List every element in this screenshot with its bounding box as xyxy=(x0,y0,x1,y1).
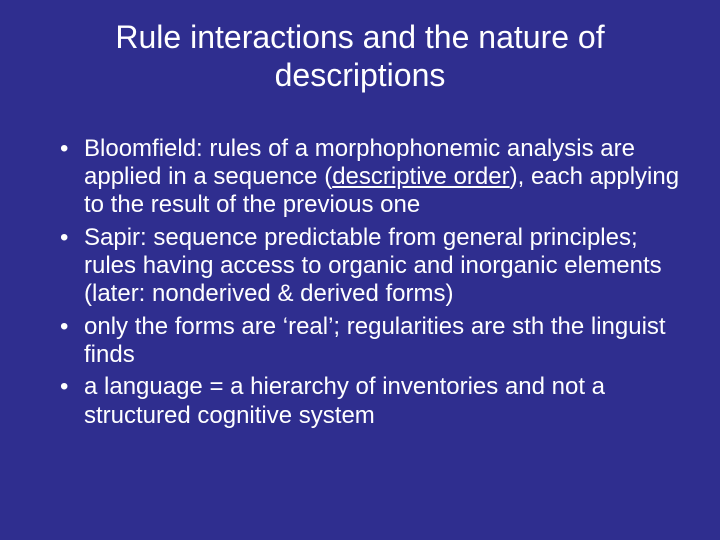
bullet-list: Bloomfield: rules of a morphophonemic an… xyxy=(36,135,684,430)
bullet-text-pre: a language = a hierarchy of inventories … xyxy=(84,373,605,428)
list-item: Sapir: sequence predictable from general… xyxy=(60,224,684,309)
bullet-text-pre: Sapir: sequence predictable from general… xyxy=(84,224,662,308)
slide-title: Rule interactions and the nature of desc… xyxy=(36,18,684,95)
bullet-text-underlined: descriptive order xyxy=(332,163,509,190)
list-item: only the forms are ‘real’; regularities … xyxy=(60,313,684,370)
bullet-text-pre: only the forms are ‘real’; regularities … xyxy=(84,313,666,368)
list-item: Bloomfield: rules of a morphophonemic an… xyxy=(60,135,684,220)
slide: Rule interactions and the nature of desc… xyxy=(0,0,720,540)
list-item: a language = a hierarchy of inventories … xyxy=(60,373,684,430)
